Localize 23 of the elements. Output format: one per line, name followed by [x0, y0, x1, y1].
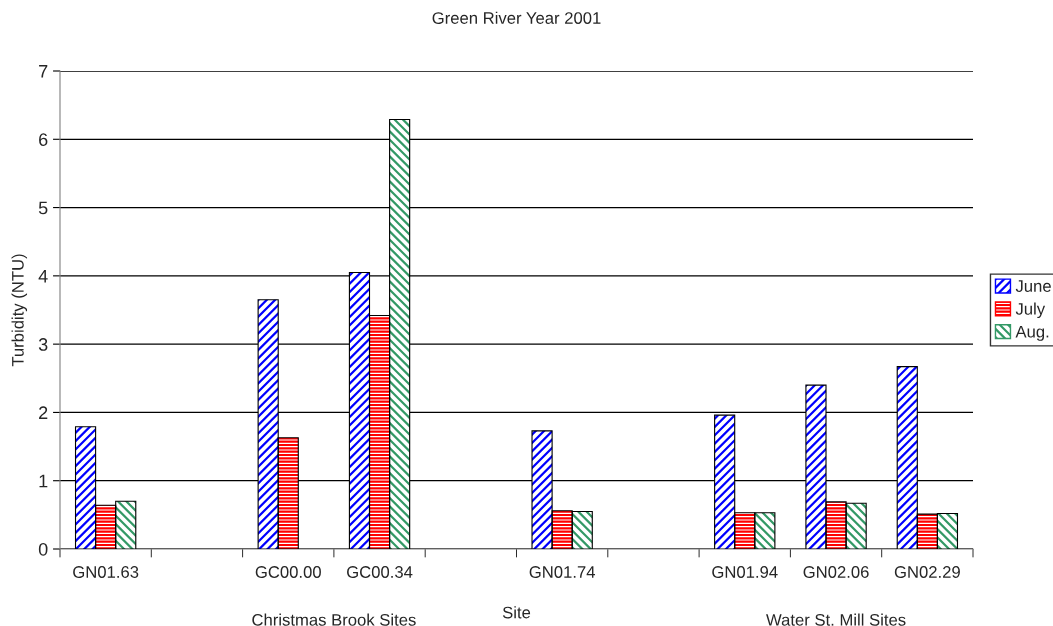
- text: Water St. Mill Sites: [766, 613, 906, 626]
- x-tick-label: GC00.00: [255, 566, 321, 578]
- x-tick-label: GN01.94: [712, 566, 778, 578]
- y-tick-label: 4: [38, 269, 48, 283]
- y-tick-label: 2: [39, 406, 48, 419]
- y-tick-label: 5: [38, 201, 48, 215]
- legend-label: Aug.: [1015, 325, 1049, 341]
- x-axis-title: Site: [502, 606, 531, 619]
- x-tick-label: GN01.74: [529, 566, 596, 578]
- text: Christmas Brook Sites: [252, 613, 416, 626]
- legend-label: June: [1015, 280, 1051, 292]
- legend-label: July: [1015, 302, 1046, 319]
- y-tick-label: 7: [39, 65, 48, 78]
- y-tick-label: 0: [38, 542, 48, 556]
- y-tick-label: 6: [39, 133, 48, 147]
- x-tick-label: GN02.29: [894, 566, 960, 578]
- y-axis-title: Turbidity (NTU): [11, 254, 28, 367]
- y-tick-label: 3: [38, 338, 48, 351]
- x-tick-label: GN02.06: [803, 566, 869, 578]
- x-tick-label: GC00.34: [347, 566, 413, 578]
- y-tick-label: 1: [39, 474, 48, 488]
- x-tick-label: GN01.63: [73, 566, 139, 578]
- chart-title: Green River Year 2001: [432, 11, 601, 24]
